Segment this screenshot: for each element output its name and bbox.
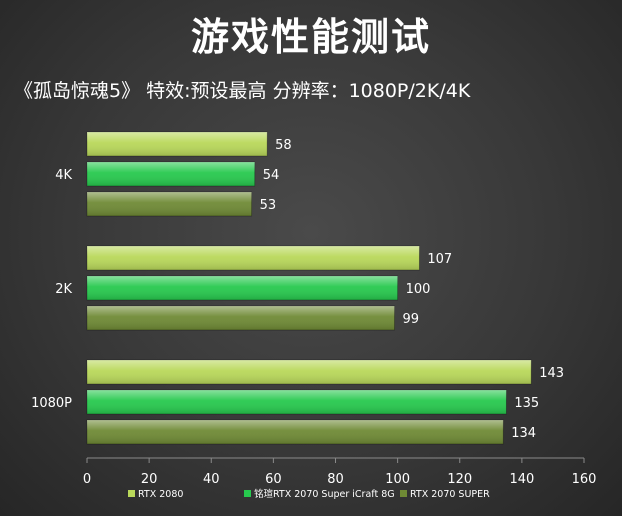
- legend-label: 铭瑄RTX 2070 Super iCraft 8G: [254, 488, 395, 500]
- x-tick-label: 60: [265, 472, 282, 487]
- x-tick-label: 100: [385, 472, 410, 487]
- legend-swatch: [244, 490, 251, 497]
- bar-shine: [87, 162, 255, 186]
- bar-shine: [87, 132, 268, 156]
- data-label: 99: [403, 312, 420, 327]
- data-label: 54: [263, 168, 280, 183]
- chart-subtitle: 《孤岛惊魂5》 特效:预设最高 分辨率：1080P/2K/4K: [14, 80, 471, 102]
- bar-shine: [87, 420, 504, 444]
- x-tick-label: 0: [83, 472, 91, 487]
- category-label: 1080P: [31, 396, 72, 411]
- data-label: 107: [427, 252, 452, 267]
- bar-shine: [87, 192, 252, 216]
- bar-shine: [87, 246, 420, 270]
- x-tick-label: 160: [572, 472, 597, 487]
- data-label: 53: [260, 198, 277, 213]
- bar-shine: [87, 360, 532, 384]
- x-tick-label: 140: [509, 472, 534, 487]
- legend-label: RTX 2070 SUPER: [410, 489, 490, 500]
- bar-shine: [87, 276, 398, 300]
- bar-shine: [87, 390, 507, 414]
- x-tick-label: 40: [203, 472, 220, 487]
- data-label: 143: [539, 366, 564, 381]
- x-tick-label: 80: [327, 472, 344, 487]
- data-label: 135: [514, 396, 539, 411]
- x-tick-label: 20: [141, 472, 158, 487]
- chart-title: 游戏性能测试: [190, 15, 431, 59]
- category-label: 4K: [55, 168, 72, 183]
- category-label: 2K: [55, 282, 72, 297]
- bar-shine: [87, 306, 395, 330]
- legend-swatch: [400, 490, 407, 497]
- data-label: 134: [511, 426, 536, 441]
- legend-swatch: [128, 490, 135, 497]
- legend-label: RTX 2080: [138, 489, 183, 500]
- data-label: 100: [406, 282, 431, 297]
- data-label: 58: [275, 138, 292, 153]
- x-tick-label: 120: [447, 472, 472, 487]
